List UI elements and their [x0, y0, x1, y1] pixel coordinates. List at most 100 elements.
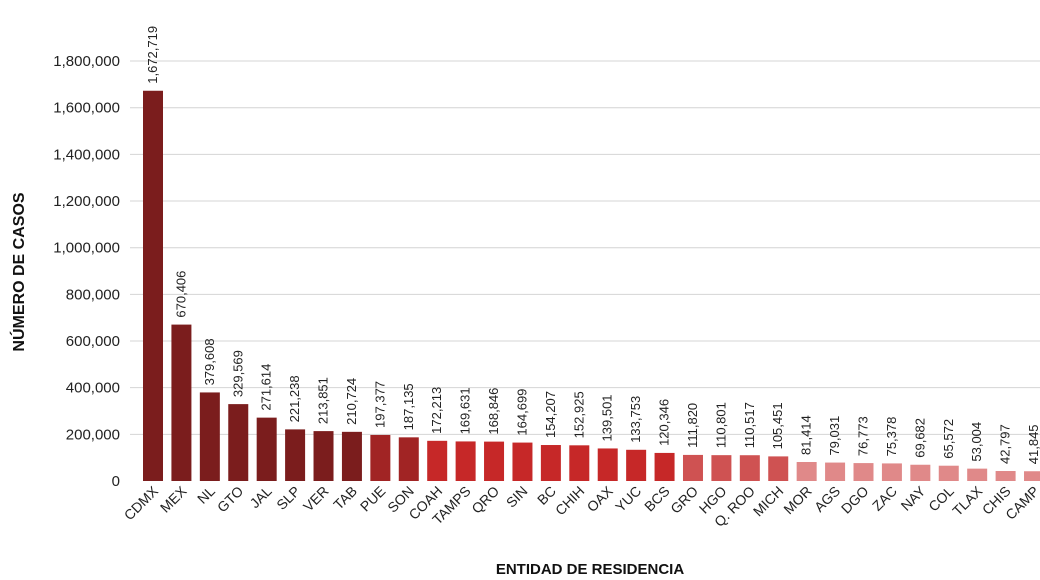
y-tick-label: 400,000: [66, 380, 120, 397]
x-tick-label: GTO: [214, 483, 247, 516]
bar: [1024, 471, 1040, 481]
x-tick-label: TAB: [330, 483, 360, 513]
y-tick-label: 1,200,000: [53, 193, 120, 210]
data-label: 187,135: [401, 383, 416, 430]
x-tick-label: TLAX: [949, 482, 986, 519]
bar: [256, 417, 277, 481]
data-label: 41,845: [1026, 424, 1040, 464]
x-tick-label: MOR: [780, 483, 814, 517]
data-label: 110,517: [742, 402, 757, 448]
y-axis-label: NÚMERO DE CASOS: [9, 192, 28, 351]
bar: [143, 90, 163, 482]
x-tick-label: SLP: [273, 483, 303, 513]
bar: [796, 462, 817, 481]
bar: [881, 463, 902, 481]
y-axis-ticks: 0 200,000 400,000 600,000 800,000 1,000,000 1,…: [53, 53, 120, 490]
data-label: 329,569: [230, 350, 245, 397]
bar: [654, 452, 675, 481]
bar: [711, 455, 732, 481]
data-labels: 1,672,719 670,406 379,608 329,569 271,614 221…: [145, 26, 1040, 464]
y-tick-label: 200,000: [66, 426, 120, 443]
bars: [143, 90, 1040, 482]
bar: [398, 437, 419, 481]
y-tick-label: 800,000: [66, 286, 120, 303]
x-tick-label: NAY: [898, 482, 929, 513]
data-label: 152,925: [571, 391, 586, 438]
data-label: 110,801: [713, 402, 728, 448]
bar: [825, 462, 846, 481]
x-tick-label: AGS: [811, 483, 843, 515]
y-tick-label: 600,000: [66, 333, 120, 350]
data-label: 79,031: [827, 416, 842, 456]
x-tick-label: MEX: [157, 482, 190, 515]
data-label: 379,608: [202, 338, 217, 385]
x-tick-label: SIN: [503, 483, 531, 511]
x-tick-label: BCS: [641, 483, 673, 515]
data-label: 271,614: [259, 364, 274, 411]
data-label: 53,004: [969, 422, 984, 462]
bar: [341, 431, 362, 481]
data-label: 172,213: [429, 387, 444, 434]
y-tick-label: 1,800,000: [53, 53, 120, 70]
x-tick-label: MICH: [750, 483, 787, 520]
data-label: 65,572: [941, 419, 956, 459]
bar: [938, 465, 959, 481]
data-label: 213,851: [316, 377, 331, 424]
data-label: 81,414: [799, 415, 814, 455]
bar: [540, 445, 561, 481]
data-label: 75,378: [884, 417, 899, 457]
bar: [768, 456, 789, 481]
x-tick-label: CHIH: [552, 483, 588, 519]
x-axis-label: ENTIDAD DE RESIDENCIA: [496, 561, 685, 578]
x-tick-label: GRO: [667, 483, 701, 517]
bar: [995, 471, 1016, 481]
data-label: 168,846: [486, 388, 501, 435]
x-tick-label: ZAC: [869, 483, 900, 514]
bar: [171, 324, 192, 481]
bar: [285, 429, 306, 481]
bar: [370, 434, 391, 481]
data-label: 169,631: [458, 387, 473, 434]
x-tick-label: YUC: [612, 483, 644, 515]
data-label: 139,501: [600, 394, 615, 441]
bar: [626, 449, 647, 481]
data-label: 120,346: [657, 399, 672, 446]
bar: [427, 440, 448, 481]
bar: [597, 448, 618, 481]
data-label: 197,377: [372, 381, 387, 428]
bar: [313, 431, 334, 481]
x-tick-label: QRO: [468, 483, 502, 517]
data-label: 670,406: [173, 271, 188, 318]
data-label: 69,682: [912, 418, 927, 458]
bar: [455, 441, 476, 481]
data-label: 1,672,719: [145, 26, 160, 84]
y-tick-label: 1,600,000: [53, 100, 120, 117]
data-label: 76,773: [856, 416, 871, 456]
bar: [199, 392, 220, 481]
bar: [739, 455, 760, 481]
gridlines: [130, 60, 1040, 435]
bar: [910, 464, 931, 481]
data-label: 42,797: [998, 424, 1013, 464]
bar: [853, 463, 874, 481]
bar: [512, 442, 533, 481]
bar: [484, 441, 505, 481]
data-label: 105,451: [770, 402, 785, 449]
bar: [682, 454, 703, 481]
bar: [967, 468, 988, 481]
x-tick-label: VER: [300, 483, 332, 515]
y-tick-label: 1,400,000: [53, 146, 120, 163]
bar: [228, 404, 249, 481]
data-label: 111,820: [685, 403, 700, 448]
y-tick-label: 0: [112, 473, 120, 490]
x-tick-label: OAX: [584, 482, 617, 515]
y-tick-label: 1,000,000: [53, 240, 120, 257]
data-label: 221,238: [287, 375, 302, 422]
bar: [569, 445, 590, 481]
x-tick-label: CDMX: [121, 482, 162, 523]
x-tick-label: DGO: [838, 483, 872, 517]
data-label: 210,724: [344, 378, 359, 425]
x-tick-label: PUE: [357, 483, 389, 515]
x-tick-label: JAL: [246, 483, 275, 512]
